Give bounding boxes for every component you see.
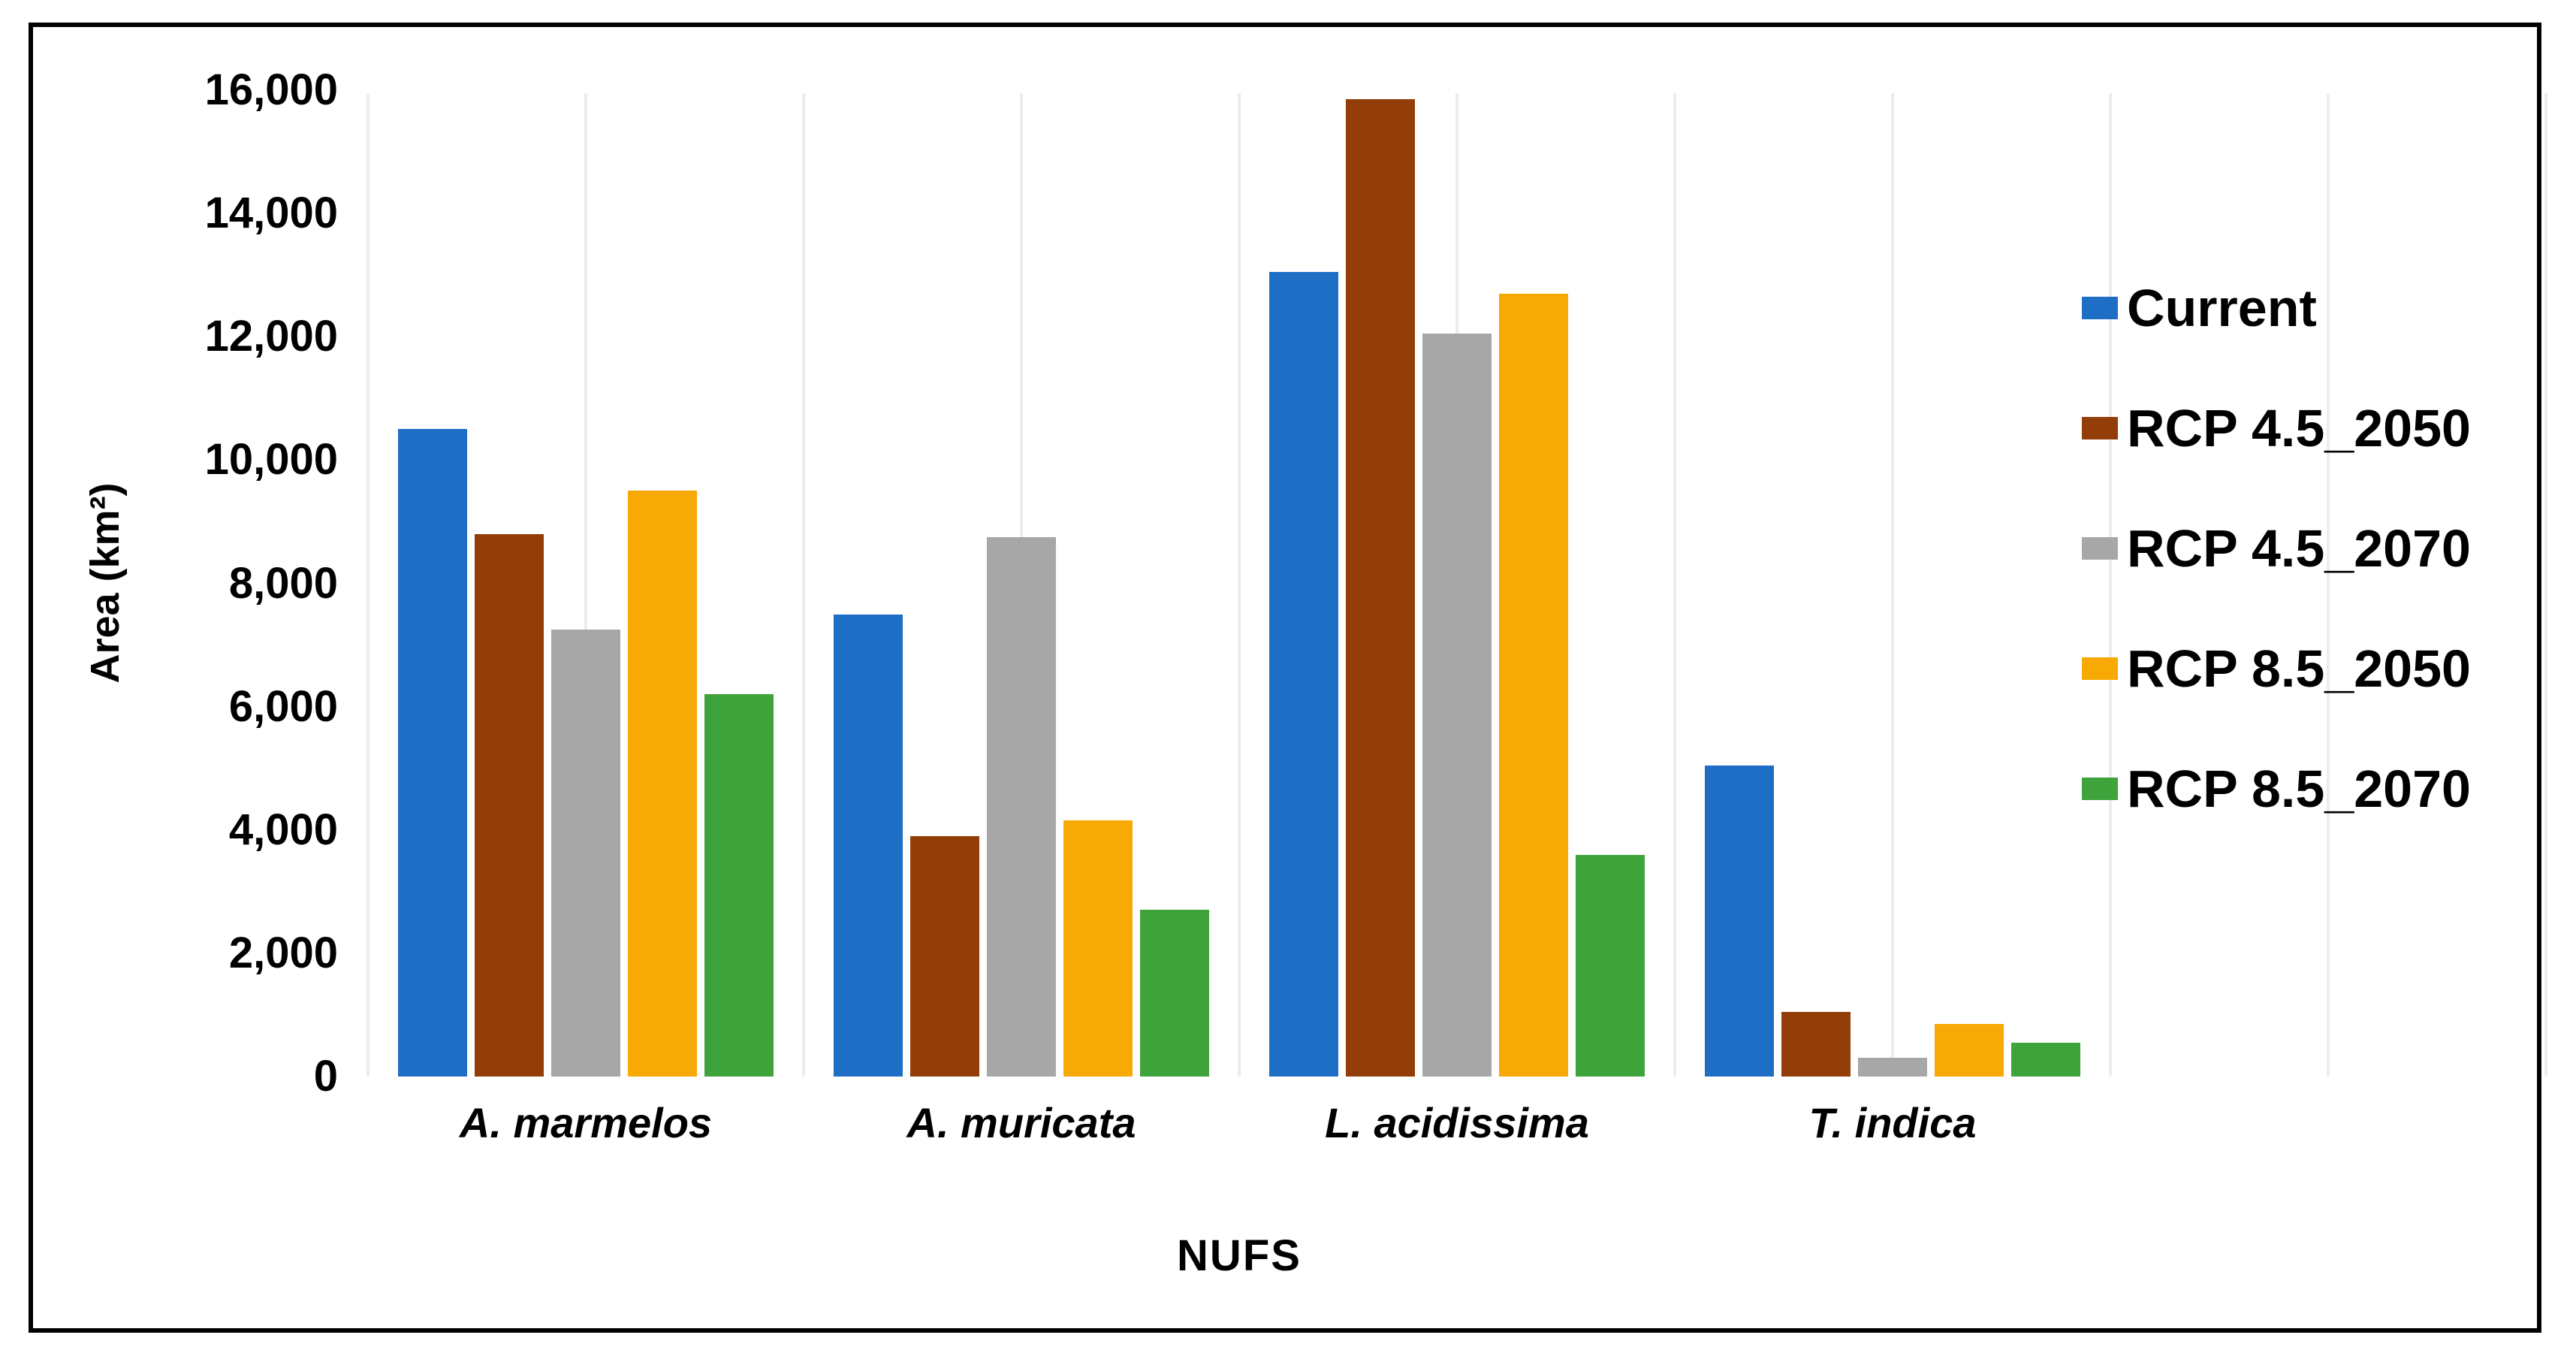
bar-group-a-marmelos [368,90,804,1077]
vertical-gridline [1673,93,1676,1077]
y-tick-label-12000: 12,000 [204,312,338,361]
y-tick-label-2000: 2,000 [228,929,338,977]
bar-current-l-acidissima [1269,272,1338,1077]
bar-rcp-8-5-2070-a-marmelos [704,694,774,1077]
legend-swatch-rcp-8-5-2050 [2082,657,2118,680]
legend-label-rcp-4-5-2070: RCP 4.5_2070 [2127,519,2471,578]
x-category-label-t-indica: T. indica [1808,1099,1977,1146]
legend-item-rcp-4-5-2070: RCP 4.5_2070 [2082,518,2471,578]
vertical-gridline [802,93,805,1077]
bar-rcp-8-5-2050-t-indica [1935,1024,2004,1077]
bar-rcp-8-5-2050-a-marmelos [628,491,697,1077]
bar-current-a-marmelos [398,429,467,1077]
bar-rcp-4-5-2070-a-marmelos [551,630,620,1077]
x-category-label-a-marmelos: A. marmelos [459,1099,713,1146]
y-tick-label-14000: 14,000 [204,189,338,237]
legend-item-rcp-4-5-2050: RCP 4.5_2050 [2082,398,2471,458]
x-category-label-l-acidissima: L. acidissima [1325,1099,1589,1146]
bar-rcp-8-5-2070-l-acidissima [1576,855,1645,1077]
bar-rcp-8-5-2070-a-muricata [1140,910,1209,1077]
bar-group-l-acidissima [1239,90,1675,1077]
y-tick-label-8000: 8,000 [228,559,338,608]
bar-rcp-4-5-2050-t-indica [1781,1012,1851,1077]
bar-group-t-indica [1675,90,2110,1077]
vertical-gridline [2109,93,2112,1077]
legend-swatch-rcp-8-5-2070 [2082,778,2118,800]
plot-area [366,90,2547,1077]
bar-group-a-muricata [804,90,1239,1077]
y-tick-label-16000: 16,000 [204,65,338,114]
bar-rcp-8-5-2070-t-indica [2011,1043,2080,1077]
bar-rcp-8-5-2050-l-acidissima [1499,294,1568,1077]
y-tick-label-0: 0 [313,1052,338,1101]
legend-item-current: Current [2082,278,2317,338]
legend-label-rcp-8-5-2050: RCP 8.5_2050 [2127,639,2471,698]
vertical-gridline [366,93,370,1077]
bar-rcp-4-5-2050-a-marmelos [475,534,544,1077]
vertical-gridline [584,93,587,1077]
bar-current-t-indica [1705,766,1774,1077]
bar-rcp-4-5-2070-l-acidissima [1422,334,1492,1077]
legend-label-current: Current [2127,279,2317,337]
vertical-gridline [2544,93,2547,1077]
legend-label-rcp-4-5-2050: RCP 4.5_2050 [2127,399,2471,458]
bar-rcp-4-5-2050-l-acidissima [1346,99,1415,1077]
bar-rcp-4-5-2050-a-muricata [910,836,979,1077]
y-tick-label-6000: 6,000 [228,682,338,731]
y-tick-label-4000: 4,000 [228,805,338,854]
bar-rcp-4-5-2070-a-muricata [987,537,1056,1077]
bar-current-a-muricata [834,615,903,1077]
y-tick-label-10000: 10,000 [204,435,338,484]
legend-item-rcp-8-5-2070: RCP 8.5_2070 [2082,759,2471,819]
vertical-gridline [2327,93,2330,1077]
vertical-gridline [1238,93,1241,1077]
legend-swatch-current [2082,297,2118,319]
bar-rcp-8-5-2050-a-muricata [1063,820,1133,1077]
legend-item-rcp-8-5-2050: RCP 8.5_2050 [2082,639,2471,699]
x-category-label-a-muricata: A. muricata [906,1099,1136,1146]
bar-rcp-4-5-2070-t-indica [1858,1058,1927,1077]
vertical-gridline [1891,93,1894,1077]
legend-label-rcp-8-5-2070: RCP 8.5_2070 [2127,760,2471,818]
legend-swatch-rcp-4-5-2050 [2082,417,2118,439]
x-axis-title: NUFS [1177,1231,1302,1280]
legend-swatch-rcp-4-5-2070 [2082,537,2118,560]
